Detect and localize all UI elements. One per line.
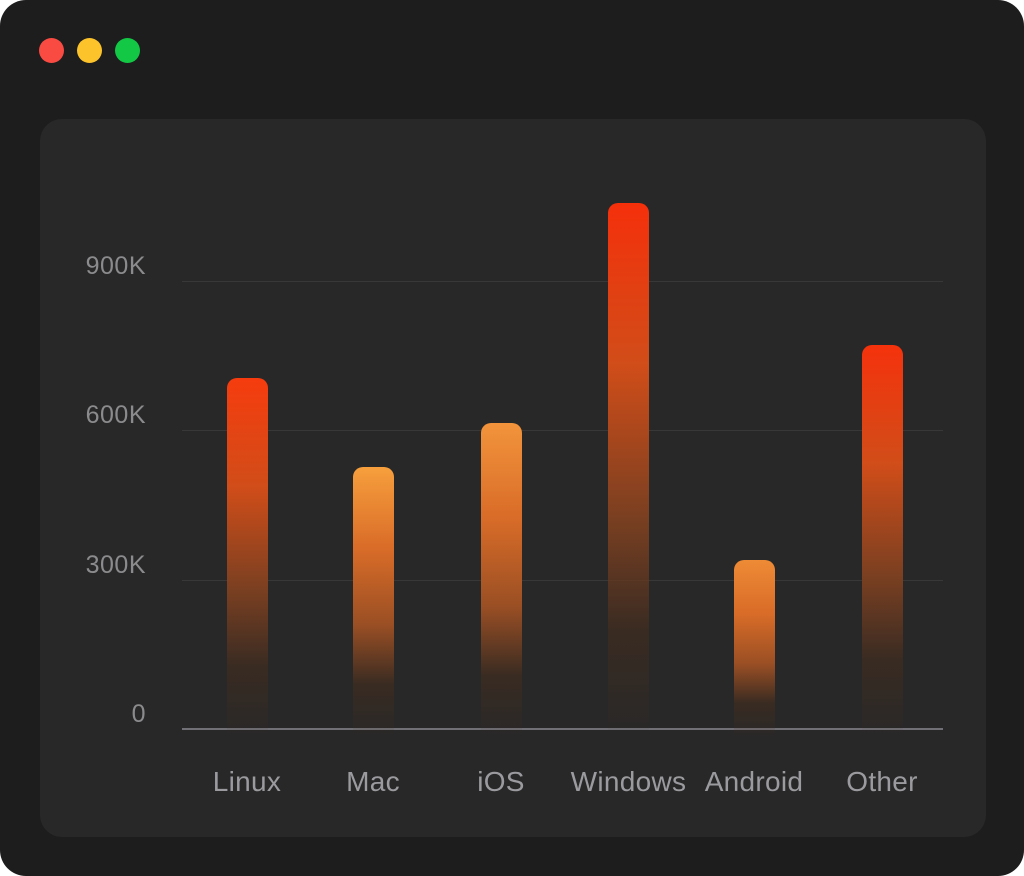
window-titlebar [39,38,140,63]
x-axis-line [182,728,943,730]
bar-mac[interactable] [352,467,394,739]
close-button[interactable] [39,38,64,63]
y-axis-tick-label: 900K [85,251,146,280]
bar-other[interactable] [861,345,903,739]
bar-windows[interactable] [608,203,649,739]
x-axis-category-label: Linux [212,766,282,797]
bar-android[interactable] [733,559,775,739]
gridline-600K [182,430,943,431]
bar-chart: 0 300K 600K 900K Linux Mac iOS Windows Android Ot… [40,119,986,837]
chart-panel: 0 300K 600K 900K Linux Mac iOS Windows Android Ot… [40,119,986,837]
x-axis-category-label: Mac [346,766,400,797]
gridline-900K [182,280,943,282]
bar-linux[interactable] [226,377,268,739]
x-axis-category-label: Windows [570,766,687,797]
gridline-300K [182,579,943,581]
maximize-button[interactable] [115,38,140,63]
x-axis-category-label: Android [704,766,804,797]
minimize-button[interactable] [77,38,102,63]
bar-ios[interactable] [480,422,522,739]
y-axis-tick-label: 600K [85,401,146,429]
y-axis-tick-label: 300K [85,550,146,579]
x-axis-category-label: iOS [477,766,525,797]
x-axis-category-label: Other [846,766,918,797]
y-axis-tick-label: 0 [131,700,146,728]
